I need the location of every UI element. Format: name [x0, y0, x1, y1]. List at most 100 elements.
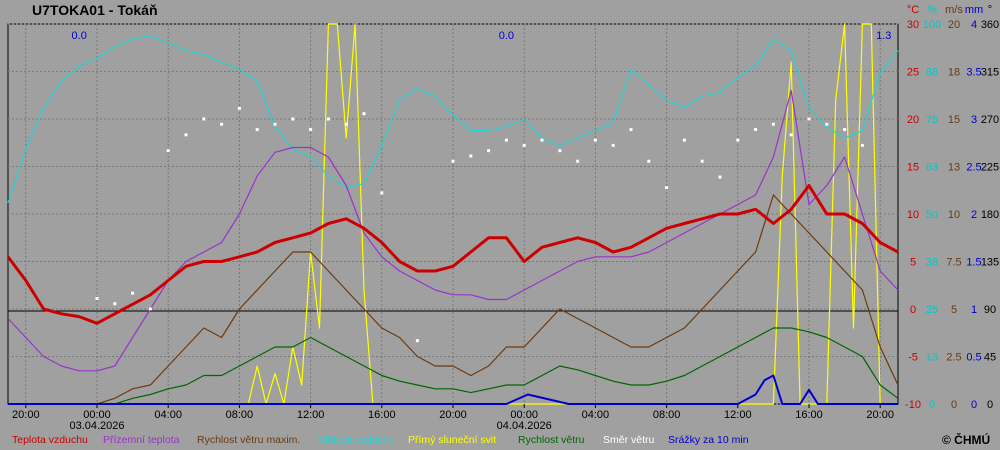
smer-vetru-point [522, 143, 526, 147]
axis-tick-label: 0 [929, 399, 935, 411]
smer-vetru-point [95, 296, 99, 300]
axis-tick-label: 360 [981, 19, 999, 31]
x-tick-label: 16:00 [795, 409, 823, 421]
axis-tick-label: 50 [926, 209, 938, 221]
smer-vetru-point [629, 128, 633, 132]
axis-tick-label: 5 [910, 257, 916, 269]
axis-tick-label: 0 [910, 304, 916, 316]
x-tick-label: 16:00 [368, 409, 396, 421]
rychlost-vetru-line [8, 327, 899, 405]
axis-tick-label: 4 [971, 19, 977, 31]
axis-tick-label: 1.5 [966, 257, 981, 269]
axis-tick-label: 25 [926, 304, 938, 316]
smer-vetru-point [665, 186, 669, 190]
legend-item: Vlhkost vzduchu [318, 434, 395, 446]
axis-tick-label: 180 [981, 209, 999, 221]
axis-tick-label: 2.5 [966, 162, 981, 174]
axis-tick-label: 0 [971, 399, 977, 411]
x-tick-label: 00:00 [510, 409, 538, 421]
smer-vetru-point [220, 122, 224, 126]
smer-vetru-point [860, 143, 864, 147]
legend: Teplota vzduchu Přízemní teplota Rychlost … [12, 434, 749, 446]
x-tick-label: 12:00 [724, 409, 752, 421]
smer-vetru-point [789, 133, 793, 137]
copyright: © ČHMÚ [942, 432, 990, 447]
x-date-label: 03.04.2026 [69, 420, 124, 432]
precip-total-label: 0.0 [72, 30, 87, 42]
top-annotations: 0.0 0.0 1.3 [72, 30, 892, 42]
primy-slunecni-svit-line [8, 23, 898, 405]
legend-item: Srážky za 10 min [668, 434, 749, 446]
axis-tick-label: 25 [907, 67, 919, 79]
axis-tick-label: 2.5 [946, 352, 961, 364]
smer-vetru-point [807, 117, 811, 121]
axis-tick-label: 315 [981, 67, 999, 79]
axis-tick-label: 0 [987, 399, 993, 411]
smer-vetru-point [309, 128, 313, 132]
smer-vetru-point [771, 122, 775, 126]
axis-tick-label: 88 [926, 67, 938, 79]
axis-tick-label: 13 [926, 352, 938, 364]
axis-tick-label: 15 [948, 114, 960, 126]
axis-unit-label: °C [907, 4, 919, 16]
smer-vetru-point [487, 149, 491, 153]
axis-tick-label: -5 [908, 352, 918, 364]
smer-vetru-point [166, 149, 170, 153]
x-tick-label: 08:00 [226, 409, 254, 421]
smer-vetru-point [504, 138, 508, 142]
axis-tick-label: 13 [948, 162, 960, 174]
axis-unit-label: mm [965, 4, 983, 16]
x-axis: 20:00 00:00 04:00 08:00 12:00 16:00 20:00 00:00… [12, 404, 894, 432]
x-tick-label: 20:00 [12, 409, 40, 421]
smer-vetru-point [647, 159, 651, 163]
smer-vetru-point [344, 122, 348, 126]
axis-tick-label: 45 [984, 352, 996, 364]
smer-vetru-point [843, 128, 847, 132]
axis-tick-label: 0 [951, 399, 957, 411]
axis-tick-label: 90 [984, 304, 996, 316]
axis-tick-label: 63 [926, 162, 938, 174]
smer-vetru-point [113, 302, 117, 306]
axis-tick-label: 270 [981, 114, 999, 126]
vlhkost-vzduchu-line [7, 34, 899, 203]
smer-vetru-point [131, 291, 135, 295]
smer-vetru-point [754, 128, 758, 132]
axis-tick-label: 20 [948, 19, 960, 31]
smer-vetru-point [593, 138, 597, 142]
smer-vetru-point [736, 138, 740, 142]
teplota-vzduchu-line [6, 184, 899, 325]
smer-vetru-point [362, 112, 366, 116]
smer-vetru-point [237, 106, 241, 110]
axis-tick-label: 20 [907, 114, 919, 126]
legend-item: Přízemní teplota [103, 434, 180, 446]
legend-item: Směr větru [603, 434, 655, 446]
axis-tick-label: 18 [948, 67, 960, 79]
smer-vetru-point [380, 191, 384, 195]
axis-unit-label: ° [988, 4, 992, 16]
smer-vetru-point [326, 117, 330, 121]
smer-vetru-point [202, 117, 206, 121]
axis-tick-label: 3 [971, 114, 977, 126]
x-tick-label: 20:00 [439, 409, 467, 421]
prizemni-teplota-line [7, 89, 899, 372]
axis-tick-label: 7.5 [946, 257, 961, 269]
srazky-za-10-min-line [8, 374, 898, 405]
x-tick-label: 04:00 [582, 409, 610, 421]
legend-item: Přímý sluneční svit [408, 434, 496, 446]
rychlost-vetru-maxim-line [8, 194, 899, 405]
x-tick-label: 20:00 [866, 409, 894, 421]
x-date-label: 04.04.2026 [497, 420, 552, 432]
axis-tick-label: 75 [926, 114, 938, 126]
series-layer [6, 23, 899, 405]
axis-tick-label: 10 [907, 209, 919, 221]
smer-vetru-point [291, 117, 295, 121]
smer-vetru-point [700, 159, 704, 163]
precip-total-label: 1.3 [876, 30, 891, 42]
axis-tick-label: 0.5 [966, 352, 981, 364]
precip-total-label: 0.0 [499, 30, 514, 42]
x-tick-label: 00:00 [83, 409, 111, 421]
axis-unit-label: m/s [945, 4, 963, 16]
smer-vetru-point [540, 138, 544, 142]
x-tick-label: 08:00 [653, 409, 681, 421]
